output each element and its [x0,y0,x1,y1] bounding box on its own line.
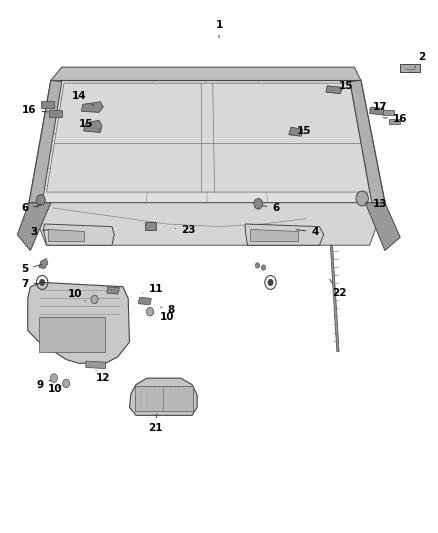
Circle shape [63,379,70,387]
Text: 11: 11 [143,284,163,294]
Text: 10: 10 [153,312,174,322]
Circle shape [255,263,260,268]
Text: 9: 9 [36,379,50,390]
Text: 10: 10 [67,289,86,301]
Polygon shape [17,203,51,251]
Text: 10: 10 [48,384,63,394]
Polygon shape [29,203,385,245]
Polygon shape [48,229,84,241]
Text: 6: 6 [263,203,279,213]
Text: 7: 7 [21,279,39,288]
Bar [383,110,394,115]
Text: 15: 15 [291,126,311,136]
Polygon shape [84,120,102,133]
Text: 13: 13 [365,199,388,209]
Circle shape [39,279,45,286]
Circle shape [50,374,57,382]
Polygon shape [81,102,103,112]
Bar [49,110,62,117]
Circle shape [261,265,266,270]
Circle shape [254,198,263,209]
Polygon shape [86,361,106,368]
Polygon shape [39,259,48,269]
Polygon shape [51,67,361,80]
Text: 1: 1 [215,20,223,38]
Polygon shape [400,64,420,72]
Polygon shape [29,80,385,203]
Text: 4: 4 [296,227,319,237]
Polygon shape [28,282,130,364]
Circle shape [268,279,273,286]
Polygon shape [245,224,324,245]
Text: 14: 14 [72,91,94,106]
Polygon shape [107,287,120,294]
Polygon shape [326,86,342,94]
Polygon shape [46,83,370,192]
Polygon shape [330,245,339,352]
Bar [41,101,54,108]
Circle shape [36,195,45,205]
Bar [135,385,193,411]
Text: 15: 15 [339,81,353,91]
Text: 6: 6 [21,203,39,213]
Polygon shape [365,203,400,251]
Polygon shape [370,107,384,115]
Circle shape [91,295,98,304]
Text: 2: 2 [415,52,426,68]
Text: 17: 17 [370,102,388,112]
Polygon shape [138,297,151,305]
Polygon shape [350,80,385,203]
Text: 5: 5 [21,264,42,274]
Bar [145,222,155,230]
Text: 16: 16 [22,104,48,115]
Polygon shape [289,127,303,136]
Text: 15: 15 [78,119,99,130]
Circle shape [147,308,153,316]
Polygon shape [29,80,62,203]
Text: 23: 23 [175,225,196,236]
Text: 21: 21 [148,414,163,433]
Text: 22: 22 [330,279,346,298]
Polygon shape [130,378,197,415]
Circle shape [356,191,368,206]
Text: 3: 3 [30,227,48,237]
Bar [39,317,105,352]
Text: 12: 12 [96,370,110,383]
Text: 16: 16 [383,114,407,124]
Polygon shape [250,229,297,241]
Polygon shape [43,224,114,245]
Text: 8: 8 [161,305,175,315]
Bar [389,119,400,124]
